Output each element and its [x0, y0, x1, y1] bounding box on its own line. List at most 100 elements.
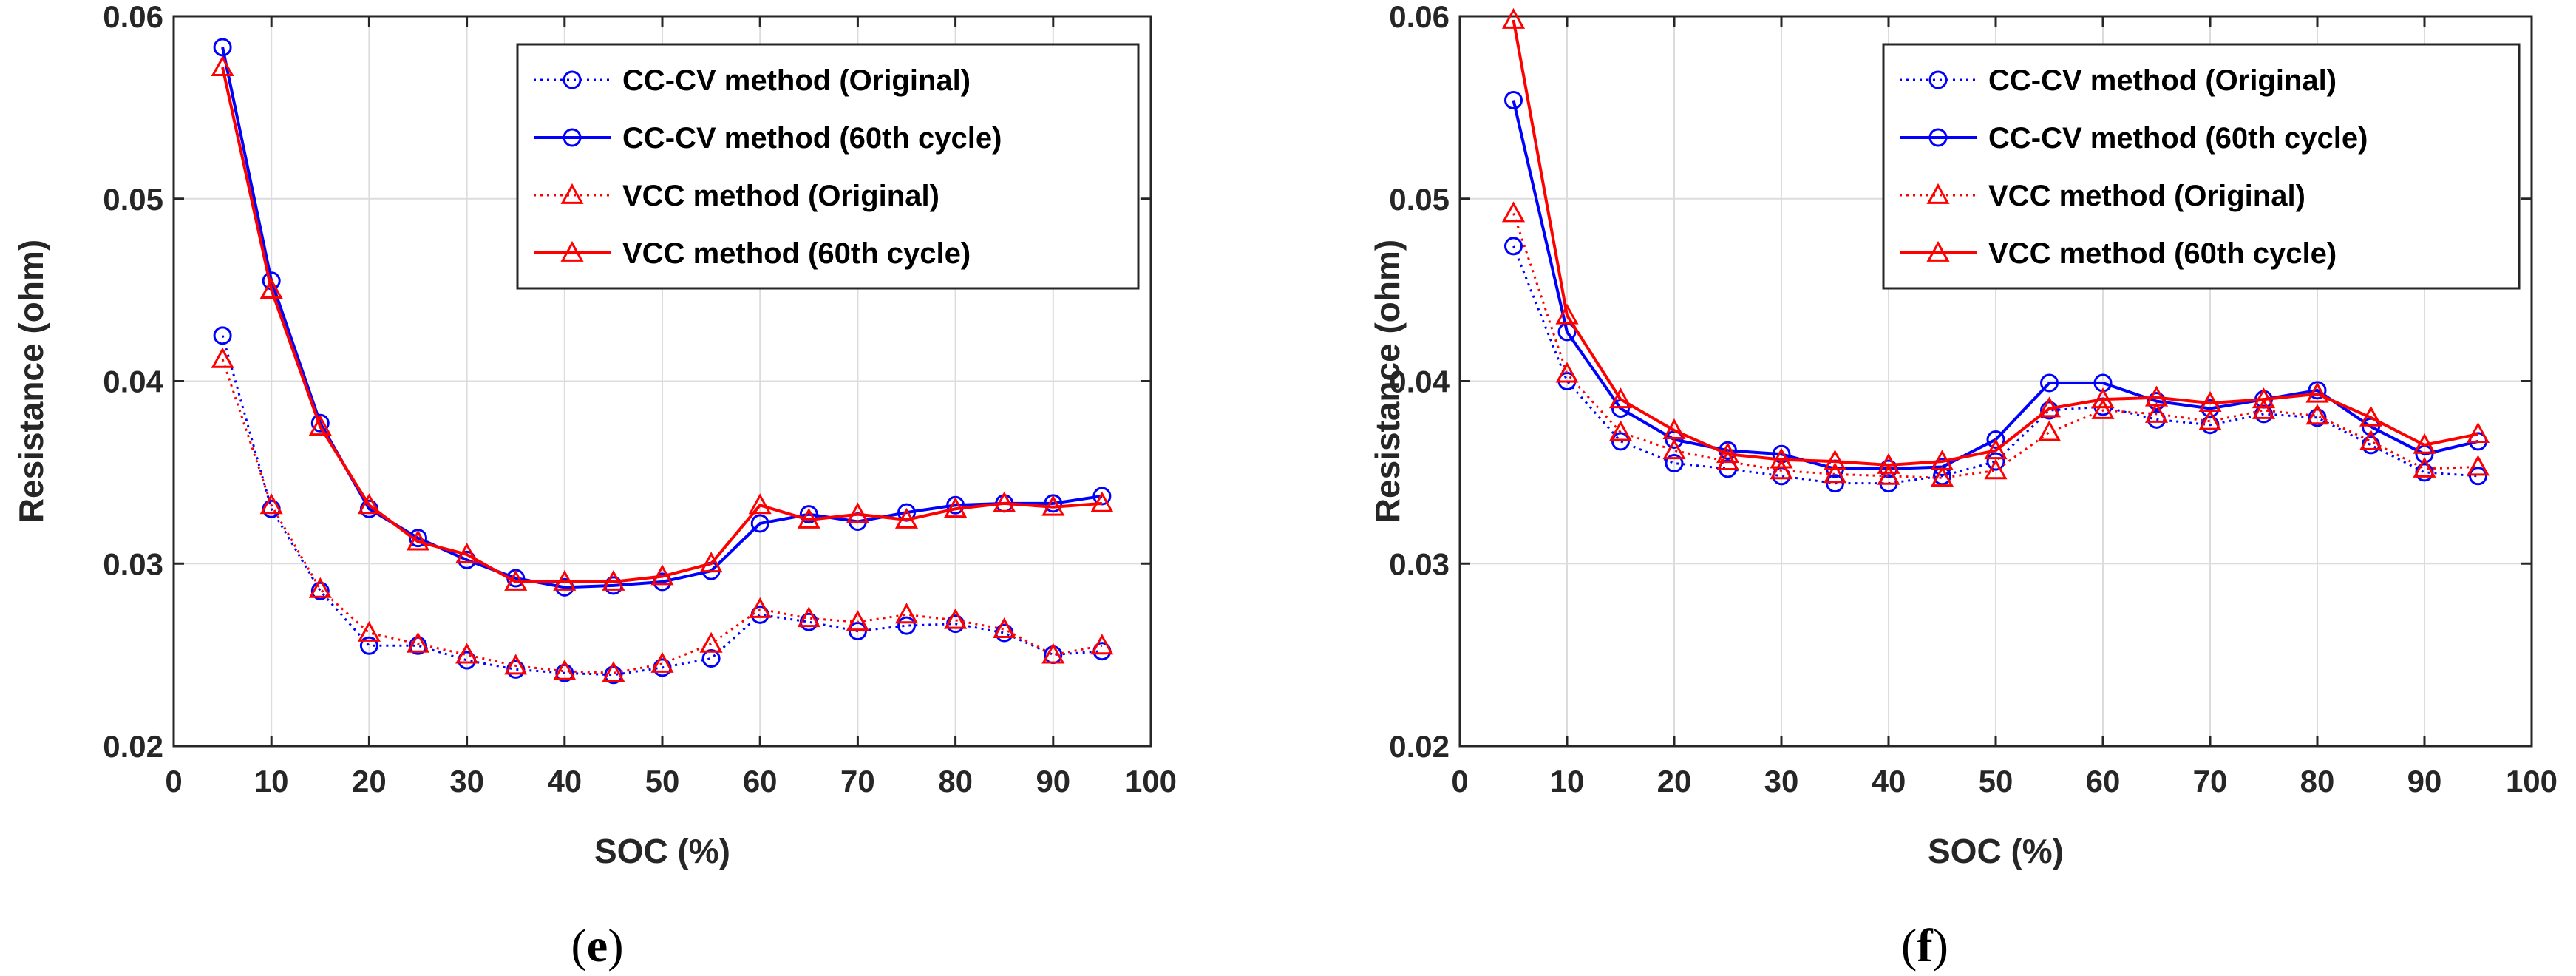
- data-point: [259, 493, 283, 515]
- data-point: [1608, 387, 1633, 409]
- x-tick-label: 50: [645, 764, 680, 799]
- legend: CC-CV method (Original) CC-CV method (60t…: [1882, 43, 2521, 290]
- data-point: [797, 507, 820, 529]
- data-point: [1504, 91, 1523, 110]
- data-point: [357, 493, 381, 515]
- data-point: [455, 643, 479, 664]
- x-tick-label: 70: [840, 764, 875, 799]
- data-point: [1823, 449, 1847, 470]
- data-point: [504, 654, 528, 675]
- legend-entry: VCC method (60th cycle): [1988, 237, 2337, 270]
- x-tick-label: 50: [1979, 764, 2013, 799]
- legend-entry: CC-CV method (Original): [1988, 64, 2337, 97]
- data-point: [993, 617, 1016, 638]
- data-point: [359, 636, 378, 655]
- data-point: [2413, 433, 2436, 454]
- data-point: [604, 665, 623, 685]
- legend-entry: CC-CV method (60th cycle): [622, 122, 1002, 155]
- legend-marker: [563, 70, 582, 89]
- data-point: [2040, 373, 2059, 393]
- chart-panel-f: 0 10 20 30 40 50 60 70 80 90 100 0.02 0.03 0.04 0.05 0.…: [1368, 0, 2558, 972]
- series-line: [221, 335, 1103, 677]
- data-point: [308, 415, 332, 436]
- legend-marker: [560, 183, 584, 204]
- data-point: [2198, 391, 2222, 413]
- data-point: [2091, 387, 2115, 409]
- data-point: [2413, 456, 2436, 478]
- y-axis-label: Resistance (ohm): [12, 240, 50, 523]
- data-point: [1608, 420, 1633, 441]
- data-point: [2359, 405, 2383, 427]
- y-tick-label: 0.02: [103, 729, 163, 764]
- series-2: [211, 347, 1114, 682]
- legend-marker: [563, 128, 582, 147]
- data-point: [797, 606, 820, 628]
- y-tick-label: 0.03: [103, 546, 163, 581]
- data-point: [1501, 201, 1526, 223]
- x-tick-label: 10: [1550, 764, 1585, 799]
- y-tick-label: 0.03: [1389, 546, 1450, 581]
- data-point: [213, 38, 232, 57]
- data-point: [406, 631, 430, 653]
- series-line: [221, 67, 1103, 583]
- x-tick-label: 0: [1451, 764, 1468, 799]
- data-point: [213, 326, 232, 345]
- data-point: [409, 636, 427, 655]
- data-point: [2359, 429, 2383, 450]
- x-tick-label: 90: [2407, 764, 2442, 799]
- data-point: [259, 278, 283, 299]
- data-point: [455, 542, 479, 563]
- data-point: [699, 552, 723, 573]
- x-tick-label: 80: [938, 764, 973, 799]
- data-point: [2469, 467, 2487, 486]
- data-point: [406, 529, 430, 551]
- data-point: [2144, 401, 2169, 423]
- x-tick-label: 60: [2086, 764, 2121, 799]
- data-point: [1986, 452, 2005, 471]
- data-point: [1662, 438, 1686, 460]
- data-point: [1986, 430, 2005, 449]
- y-tick-label: 0.04: [1389, 365, 1450, 399]
- y-tick-label: 0.04: [103, 365, 163, 399]
- data-point: [310, 581, 330, 600]
- x-axis-label: SOC (%): [594, 832, 730, 870]
- y-tick-label: 0.02: [1389, 729, 1450, 764]
- data-point: [1611, 432, 1630, 451]
- data-point: [748, 493, 772, 515]
- legend-entry: VCC method (60th cycle): [622, 237, 971, 270]
- legend-entry: VCC method (Original): [622, 180, 939, 212]
- data-point: [553, 659, 577, 680]
- legend-entry: CC-CV method (Original): [622, 64, 971, 97]
- data-point: [1877, 464, 1900, 485]
- data-point: [1504, 237, 1523, 256]
- data-point: [1090, 491, 1114, 512]
- y-tick-label: 0.06: [1389, 0, 1450, 34]
- legend-marker: [1928, 128, 1948, 147]
- data-point: [504, 569, 528, 591]
- x-tick-label: 100: [1125, 764, 1177, 799]
- legend-box: [1882, 43, 2521, 290]
- data-point: [1555, 303, 1579, 325]
- data-point: [602, 661, 625, 682]
- series-3: [1501, 7, 2490, 474]
- legend-entry: CC-CV method (60th cycle): [1988, 122, 2368, 155]
- data-point: [750, 514, 769, 533]
- y-tick-label: 0.05: [1389, 182, 1450, 217]
- data-point: [2305, 382, 2329, 403]
- data-point: [894, 507, 919, 529]
- data-point: [2252, 387, 2276, 409]
- data-point: [1984, 438, 2008, 460]
- data-point: [1090, 634, 1114, 655]
- data-point: [1930, 449, 1954, 470]
- series-2: [1501, 201, 2490, 487]
- data-point: [1665, 454, 1684, 473]
- x-tick-label: 20: [352, 764, 387, 799]
- data-point: [1501, 7, 1526, 29]
- data-point: [211, 55, 234, 76]
- data-point: [2466, 455, 2490, 476]
- legend-entry: VCC method (Original): [1988, 180, 2305, 212]
- series-line: [221, 47, 1103, 589]
- x-tick-label: 100: [2506, 764, 2558, 799]
- legend: CC-CV method (Original) CC-CV method (60t…: [516, 43, 1140, 290]
- data-point: [2037, 420, 2062, 441]
